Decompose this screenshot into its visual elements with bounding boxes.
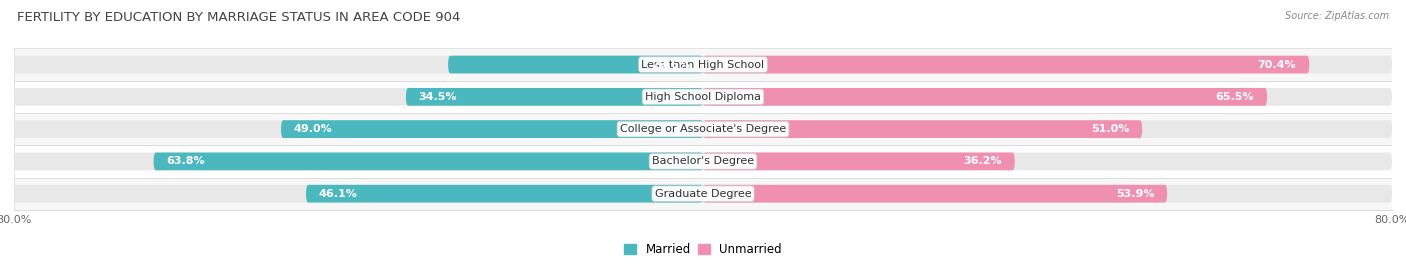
Text: High School Diploma: High School Diploma [645,92,761,102]
FancyBboxPatch shape [703,120,1142,138]
FancyBboxPatch shape [406,88,703,106]
Bar [14,113,1392,145]
FancyBboxPatch shape [703,185,1167,203]
FancyBboxPatch shape [14,185,1392,203]
Text: College or Associate's Degree: College or Associate's Degree [620,124,786,134]
FancyBboxPatch shape [703,153,1015,170]
Text: 65.5%: 65.5% [1216,92,1254,102]
Text: 63.8%: 63.8% [166,156,205,167]
FancyBboxPatch shape [703,56,1309,73]
FancyBboxPatch shape [14,56,1392,73]
Text: Bachelor's Degree: Bachelor's Degree [652,156,754,167]
Text: 29.6%: 29.6% [651,59,690,70]
Bar [14,48,1392,81]
Text: Less than High School: Less than High School [641,59,765,70]
FancyBboxPatch shape [14,120,1392,138]
Text: 36.2%: 36.2% [963,156,1002,167]
FancyBboxPatch shape [153,153,703,170]
Text: 34.5%: 34.5% [419,92,457,102]
FancyBboxPatch shape [14,88,1392,106]
FancyBboxPatch shape [307,185,703,203]
Text: Graduate Degree: Graduate Degree [655,189,751,199]
FancyBboxPatch shape [281,120,703,138]
FancyBboxPatch shape [703,88,1267,106]
Text: 51.0%: 51.0% [1091,124,1129,134]
FancyBboxPatch shape [449,56,703,73]
Text: Source: ZipAtlas.com: Source: ZipAtlas.com [1285,11,1389,21]
Bar [14,81,1392,113]
Legend: Married, Unmarried: Married, Unmarried [620,238,786,260]
Text: 53.9%: 53.9% [1116,189,1154,199]
Text: 49.0%: 49.0% [294,124,333,134]
FancyBboxPatch shape [14,153,1392,170]
Text: 46.1%: 46.1% [319,189,357,199]
Text: FERTILITY BY EDUCATION BY MARRIAGE STATUS IN AREA CODE 904: FERTILITY BY EDUCATION BY MARRIAGE STATU… [17,11,460,24]
Bar [14,145,1392,178]
Bar [14,178,1392,210]
Text: 70.4%: 70.4% [1258,59,1296,70]
